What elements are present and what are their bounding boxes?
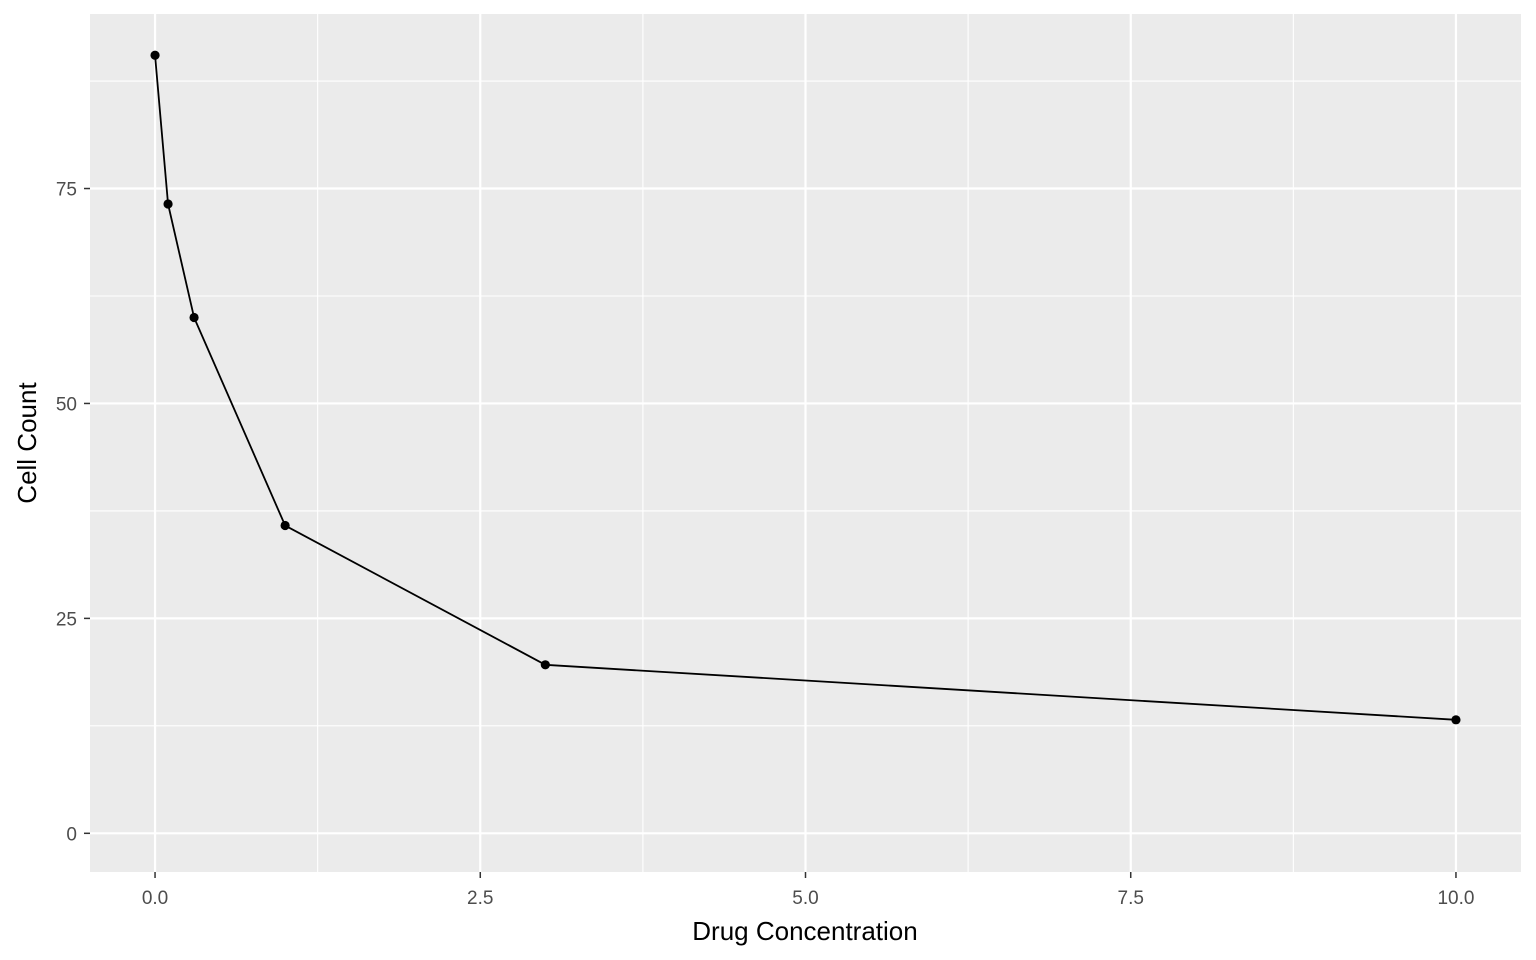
x-axis-title: Drug Concentration: [692, 916, 917, 946]
y-axis-title: Cell Count: [12, 382, 42, 504]
series-line: [154, 55, 1457, 721]
axis-ticks: [84, 187, 1457, 878]
data-point: [189, 312, 199, 323]
x-tick-label: 7.5: [1118, 888, 1144, 909]
y-tick-label: 75: [56, 180, 77, 201]
x-tick-label: 10.0: [1437, 888, 1474, 909]
series-layer: [150, 50, 1461, 725]
tick-labels: 0.0 2.5 5.0 7.5 10.0 0 25 50 75: [56, 180, 1475, 909]
y-tick-label: 50: [56, 394, 77, 415]
data-point: [1451, 715, 1461, 725]
x-tick-label: 5.0: [792, 888, 818, 909]
data-point: [163, 199, 173, 209]
x-tick-label: 0.0: [142, 888, 168, 909]
x-tick-label: 2.5: [467, 888, 493, 909]
data-point: [150, 50, 160, 60]
data-point: [280, 520, 290, 531]
data-point: [540, 660, 550, 670]
grid-major: [90, 14, 1521, 872]
y-tick-label: 25: [56, 609, 77, 630]
y-tick-label: 0: [66, 824, 77, 845]
